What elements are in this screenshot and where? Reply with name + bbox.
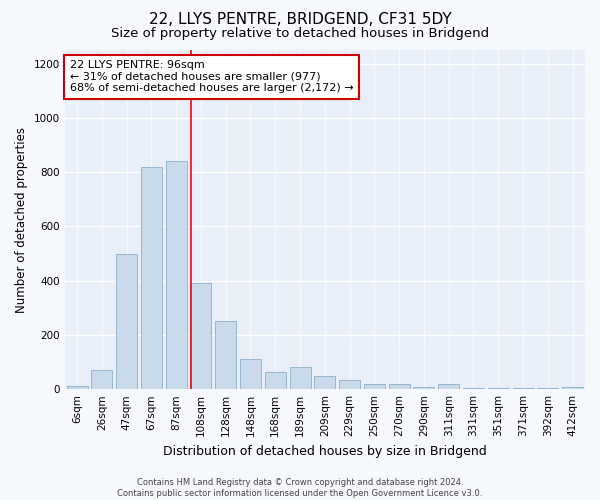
Text: 22 LLYS PENTRE: 96sqm
← 31% of detached houses are smaller (977)
68% of semi-det: 22 LLYS PENTRE: 96sqm ← 31% of detached … bbox=[70, 60, 353, 94]
Text: Contains HM Land Registry data © Crown copyright and database right 2024.
Contai: Contains HM Land Registry data © Crown c… bbox=[118, 478, 482, 498]
Bar bbox=[265, 372, 286, 389]
Y-axis label: Number of detached properties: Number of detached properties bbox=[15, 126, 28, 312]
Bar bbox=[91, 370, 112, 389]
Bar bbox=[240, 360, 261, 389]
X-axis label: Distribution of detached houses by size in Bridgend: Distribution of detached houses by size … bbox=[163, 444, 487, 458]
Bar bbox=[166, 162, 187, 389]
Bar bbox=[116, 254, 137, 389]
Bar bbox=[141, 166, 162, 389]
Bar bbox=[389, 384, 410, 389]
Bar bbox=[488, 388, 509, 389]
Bar bbox=[512, 388, 533, 389]
Bar bbox=[538, 388, 559, 389]
Text: 22, LLYS PENTRE, BRIDGEND, CF31 5DY: 22, LLYS PENTRE, BRIDGEND, CF31 5DY bbox=[149, 12, 451, 28]
Bar bbox=[438, 384, 459, 389]
Bar bbox=[67, 386, 88, 389]
Bar bbox=[190, 284, 211, 389]
Bar bbox=[562, 387, 583, 389]
Bar bbox=[314, 376, 335, 389]
Bar bbox=[290, 368, 311, 389]
Bar bbox=[339, 380, 360, 389]
Bar bbox=[364, 384, 385, 389]
Text: Size of property relative to detached houses in Bridgend: Size of property relative to detached ho… bbox=[111, 28, 489, 40]
Bar bbox=[413, 387, 434, 389]
Bar bbox=[215, 322, 236, 389]
Bar bbox=[463, 388, 484, 389]
